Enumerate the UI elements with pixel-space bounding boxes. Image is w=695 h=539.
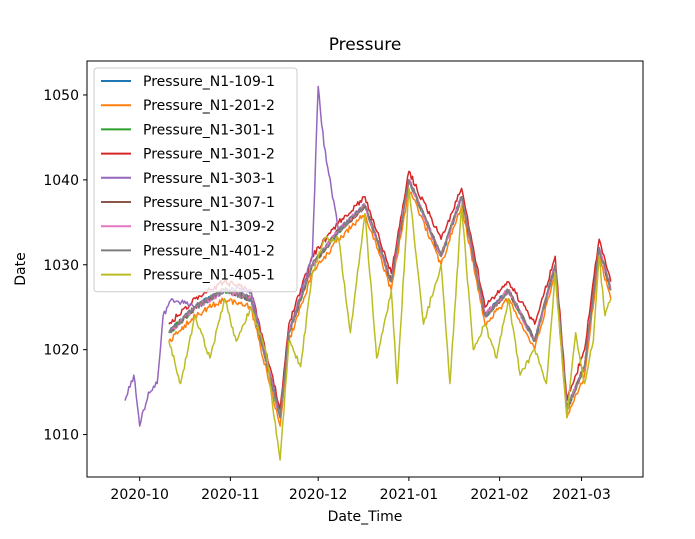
x-tick-label: 2020-10: [110, 487, 169, 503]
y-axis-label: Date: [13, 252, 29, 285]
legend-label: Pressure_N1-301-1: [143, 122, 275, 138]
x-axis: 2020-10 2020-11 2020-12 2021-01 2021-02 2021-…: [110, 477, 611, 503]
y-tick-label: 1030: [43, 258, 79, 274]
legend-label: Pressure_N1-401-2: [143, 243, 275, 259]
y-tick-label: 1050: [43, 88, 79, 104]
x-tick-label: 2021-03: [552, 487, 611, 503]
y-tick-label: 1020: [43, 343, 79, 359]
y-tick-label: 1010: [43, 428, 79, 444]
x-axis-label: Date_Time: [328, 509, 403, 525]
series-line: [168, 187, 612, 461]
y-tick-label: 1040: [43, 173, 79, 189]
y-axis: 1010 1020 1030 1040 1050: [43, 88, 87, 444]
legend-label: Pressure_N1-309-2: [143, 219, 275, 235]
x-tick-label: 2021-02: [470, 487, 529, 503]
x-tick-label: 2021-01: [380, 487, 439, 503]
legend: Pressure_N1-109-1 Pressure_N1-201-2 Pressu…: [93, 67, 298, 293]
chart-title: Pressure: [329, 35, 402, 55]
x-tick-label: 2020-12: [289, 487, 348, 503]
legend-box: [93, 67, 298, 293]
series-line: [168, 179, 612, 419]
legend-label: Pressure_N1-307-1: [143, 195, 275, 211]
legend-label: Pressure_N1-109-1: [143, 74, 275, 90]
legend-label: Pressure_N1-201-2: [143, 98, 275, 114]
series-layer: [124, 85, 612, 461]
plot-frame: [86, 60, 644, 478]
x-tick-label: 2020-11: [201, 487, 260, 503]
legend-label: Pressure_N1-405-1: [143, 268, 275, 284]
legend-label: Pressure_N1-303-1: [143, 171, 275, 187]
legend-label: Pressure_N1-301-2: [143, 147, 275, 163]
